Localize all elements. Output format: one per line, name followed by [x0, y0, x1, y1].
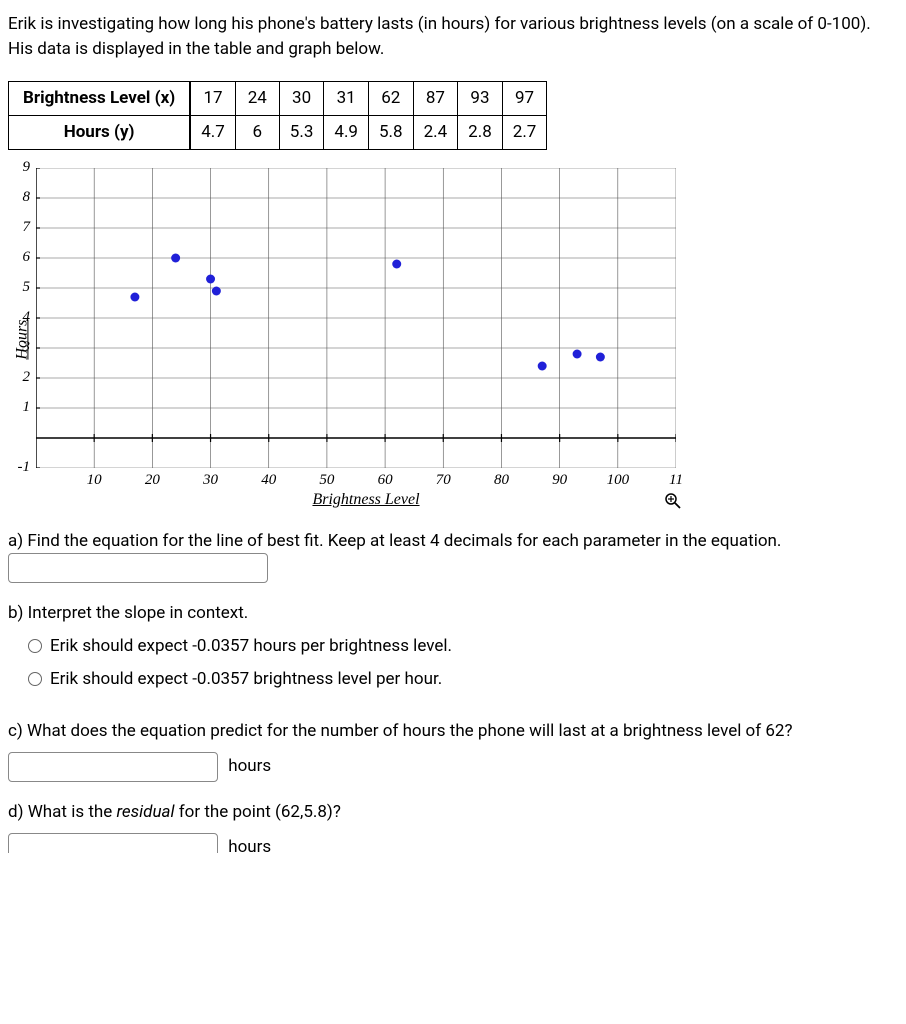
x-tick-label: 40 — [261, 470, 276, 492]
x-cell: 17 — [190, 82, 235, 116]
x-cell: 97 — [502, 82, 547, 116]
y-tick-label: 7 — [23, 217, 37, 239]
x-cell: 24 — [235, 82, 279, 116]
radio-icon[interactable] — [28, 639, 42, 653]
y-cell: 2.4 — [413, 115, 458, 149]
scatter-chart: Hours -1123456789 1020304050607080901001… — [8, 168, 898, 511]
x-tick-label: 80 — [494, 470, 509, 492]
x-tick-row: 10203040506070809010011 — [36, 470, 676, 490]
x-cell: 62 — [368, 82, 413, 116]
y-cell: 2.8 — [458, 115, 503, 149]
qa-input[interactable] — [8, 553, 268, 583]
table-row-x: Brightness Level (x) 17 24 30 31 62 87 9… — [9, 82, 547, 116]
x-cell: 31 — [324, 82, 369, 116]
x-tick-label: 10 — [87, 470, 102, 492]
y-cell: 5.8 — [368, 115, 413, 149]
x-cell: 87 — [413, 82, 458, 116]
y-cell: 6 — [235, 115, 279, 149]
x-cell: 30 — [279, 82, 324, 116]
y-tick-label: 4 — [23, 307, 37, 329]
question-b-prompt: b) Interpret the slope in context. — [8, 601, 898, 626]
qd-input[interactable] — [8, 833, 218, 853]
x-axis-label: Brightness Level — [312, 488, 419, 511]
x-tick-label: 11 — [669, 470, 683, 492]
qb-option-1[interactable]: Erik should expect -0.0357 hours per bri… — [28, 634, 898, 659]
data-table: Brightness Level (x) 17 24 30 31 62 87 9… — [8, 81, 547, 149]
y-tick-label: 5 — [23, 277, 37, 299]
plot-area: -1123456789 — [36, 168, 676, 468]
x-cell: 93 — [458, 82, 503, 116]
question-a: a) Find the equation for the line of bes… — [8, 529, 898, 584]
qd-post: for the point (62,5.8)? — [175, 802, 341, 822]
qc-unit: hours — [228, 756, 271, 776]
question-c-answer-row: hours — [8, 752, 898, 782]
x-tick-label: 100 — [607, 470, 630, 492]
question-c-prompt: c) What does the equation predict for th… — [8, 719, 898, 744]
y-tick-label: 2 — [23, 367, 37, 389]
y-cell: 5.3 — [279, 115, 324, 149]
y-tick-label: 9 — [23, 157, 37, 179]
qd-unit: hours — [228, 837, 271, 853]
table-row-y: Hours (y) 4.7 6 5.3 4.9 5.8 2.4 2.8 2.7 — [9, 115, 547, 149]
x-tick-label: 90 — [552, 470, 567, 492]
qb-option-2[interactable]: Erik should expect -0.0357 brightness le… — [28, 667, 898, 692]
y-cell: 2.7 — [502, 115, 547, 149]
y-tick-label: -1 — [18, 457, 37, 479]
y-tick-label: 8 — [23, 187, 37, 209]
qb-option-2-label: Erik should expect -0.0357 brightness le… — [50, 667, 442, 692]
question-d-answer-row: hours — [8, 833, 898, 853]
y-tick-label: 6 — [23, 247, 37, 269]
qd-pre: d) What is the — [8, 802, 116, 822]
x-tick-label: 20 — [145, 470, 160, 492]
qa-prompt: a) Find the equation for the line of bes… — [8, 531, 781, 551]
y-tick-label: 3 — [23, 337, 37, 359]
qb-option-1-label: Erik should expect -0.0357 hours per bri… — [50, 634, 452, 659]
x-tick-label: 70 — [436, 470, 451, 492]
radio-icon[interactable] — [28, 672, 42, 686]
qc-input[interactable] — [8, 752, 218, 782]
intro-text: Erik is investigating how long his phone… — [8, 12, 898, 61]
x-tick-label: 30 — [203, 470, 218, 492]
y-cell: 4.9 — [324, 115, 369, 149]
y-cell: 4.7 — [190, 115, 235, 149]
magnifier-icon[interactable] — [664, 492, 682, 510]
row-header-x: Brightness Level (x) — [9, 82, 191, 116]
qd-ital: residual — [116, 802, 174, 822]
question-d-prompt: d) What is the residual for the point (6… — [8, 800, 898, 825]
row-header-y: Hours (y) — [9, 115, 191, 149]
y-tick-label: 1 — [23, 397, 37, 419]
